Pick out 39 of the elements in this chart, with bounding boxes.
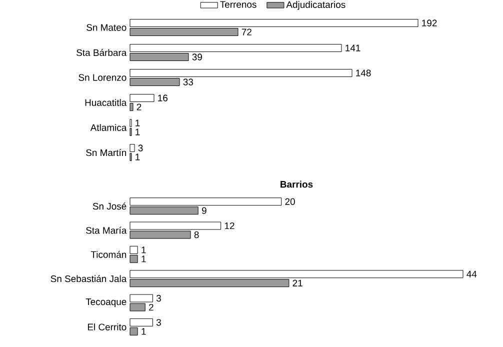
data-label: 1 <box>142 328 146 335</box>
data-label: 39 <box>192 54 202 60</box>
data-label: 1 <box>142 256 146 262</box>
y-tick-label: Sta Bárbara <box>76 48 127 56</box>
chart-title: Barrios <box>280 180 313 188</box>
data-label: 192 <box>422 20 437 26</box>
data-label: 20 <box>285 198 295 205</box>
y-tick-label: Sn Martín <box>86 148 126 156</box>
data-label: 1 <box>142 246 146 254</box>
data-label: 1 <box>136 120 140 126</box>
legend-label: Adjudicatarios <box>286 1 346 10</box>
data-label: 9 <box>202 207 206 214</box>
data-label: 2 <box>149 304 154 311</box>
y-tick-label: Sn José <box>92 202 126 210</box>
y-tick-label: Atlamica <box>90 124 127 131</box>
data-label: 72 <box>242 28 252 36</box>
data-label: 3 <box>138 144 143 152</box>
y-tick-label: Sn Mateo <box>86 24 126 31</box>
data-label: 1 <box>136 154 140 160</box>
y-tick-label: Sta María <box>86 226 127 234</box>
legend-label: Terrenos <box>220 1 256 8</box>
data-label: 2 <box>136 104 142 110</box>
data-label: 21 <box>292 280 302 286</box>
data-label: 12 <box>224 222 234 230</box>
y-tick-label: Tecoaque <box>86 298 126 307</box>
data-label: 3 <box>156 294 161 302</box>
y-tick-label: Huacatitla <box>85 99 127 106</box>
y-tick-label: Sn Sebastián Jala <box>50 275 127 282</box>
data-label: 16 <box>158 94 168 102</box>
data-label: 44 <box>466 270 477 278</box>
y-tick-label: Ticomán <box>90 250 126 258</box>
data-label: 3 <box>156 319 161 326</box>
data-label: 33 <box>183 78 194 86</box>
data-label: 1 <box>136 128 140 136</box>
data-label: 148 <box>356 70 371 76</box>
data-label: 8 <box>194 231 199 238</box>
data-label: 141 <box>346 44 360 52</box>
y-tick-label: Sn Lorenzo <box>78 74 126 81</box>
y-tick-label: El Cerrito <box>88 323 126 330</box>
